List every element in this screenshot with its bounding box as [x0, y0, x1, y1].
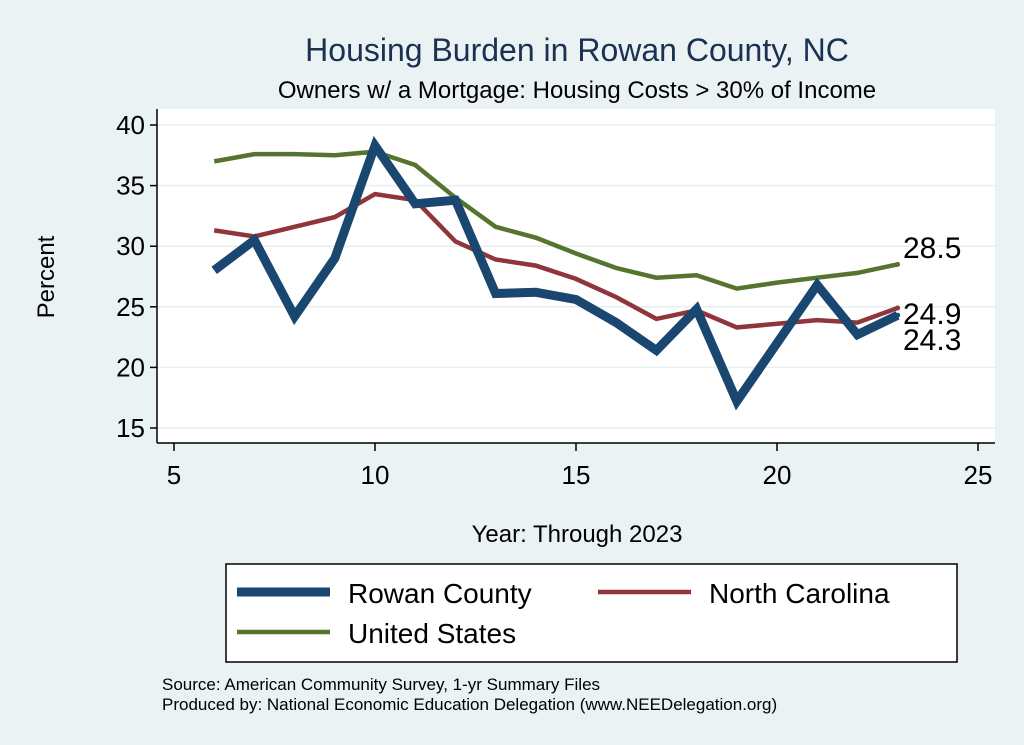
plot-area [157, 109, 995, 443]
producer-note: Produced by: National Economic Education… [162, 695, 777, 714]
series-end-point-north-carolina [895, 305, 901, 311]
legend-label-nc: North Carolina [709, 578, 890, 609]
end-labels: 24.324.9 28.5 [903, 232, 961, 357]
end-label-rowan-county: 24.3 [903, 324, 961, 357]
series-line-rowan-county [211, 135, 900, 411]
y-axis-label: Percent [33, 235, 60, 318]
y-tick-label-40: 40 [116, 110, 145, 140]
y-tick-label-20: 20 [116, 352, 145, 382]
legend-box [225, 563, 958, 663]
end-label-north-carolina: 24.9 [903, 298, 961, 331]
series-end-point-rowan-county [895, 312, 901, 318]
x-tick-label-25: 25 [964, 460, 993, 490]
end-label-united-states: 28.5 [903, 232, 961, 265]
y-tick-label-35: 35 [116, 171, 145, 201]
legend-label-rowan: Rowan County [348, 578, 532, 609]
series-end-point-united-states [895, 261, 901, 267]
x-tick-label-15: 15 [562, 460, 591, 490]
chart-subtitle: Owners w/ a Mortgage: Housing Costs > 30… [278, 77, 876, 104]
legend: Rowan County North Carolina United State… [225, 563, 958, 663]
y-tick-label-15: 15 [116, 413, 145, 443]
source-note: Source: American Community Survey, 1-yr … [162, 675, 600, 694]
axes: 15 20 25 30 35 40 5 10 15 20 25 [116, 109, 995, 490]
series-lines [211, 135, 901, 411]
chart-title: Housing Burden in Rowan County, NC [305, 32, 849, 68]
x-axis-label: Year: Through 2023 [472, 521, 683, 548]
legend-label-us: United States [348, 618, 516, 649]
y-tick-label-25: 25 [116, 292, 145, 322]
x-tick-label-5: 5 [167, 460, 181, 490]
series-line-north-carolina [213, 191, 899, 330]
y-tick-label-30: 30 [116, 231, 145, 261]
x-tick-label-10: 10 [361, 460, 390, 490]
series-line-united-states [213, 149, 899, 291]
x-tick-label-20: 20 [763, 460, 792, 490]
